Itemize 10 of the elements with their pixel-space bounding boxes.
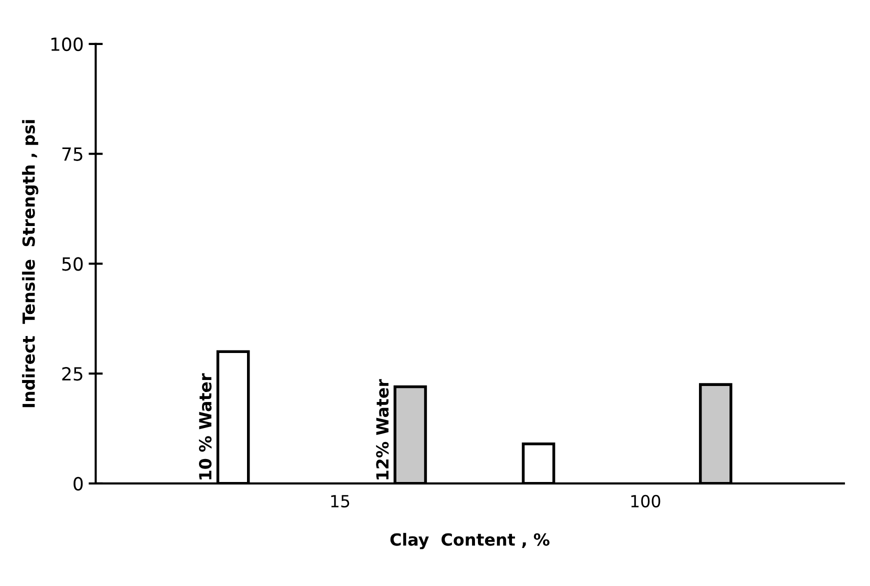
y-axis-title: Indirect Tensile Strength , psi	[22, 120, 38, 408]
x-axis-title: Clay Content , %	[390, 532, 550, 550]
y-tick-label: 100	[51, 37, 83, 52]
y-tick-label: 0	[74, 476, 83, 491]
y-tick-label: 50	[62, 257, 83, 271]
text: 12% Water	[376, 379, 389, 480]
x-tick-label: 15	[331, 495, 350, 508]
y-tick-label: 75	[62, 148, 82, 161]
text: 10 % Water	[198, 373, 212, 480]
y-tick-label: 25	[62, 367, 82, 381]
